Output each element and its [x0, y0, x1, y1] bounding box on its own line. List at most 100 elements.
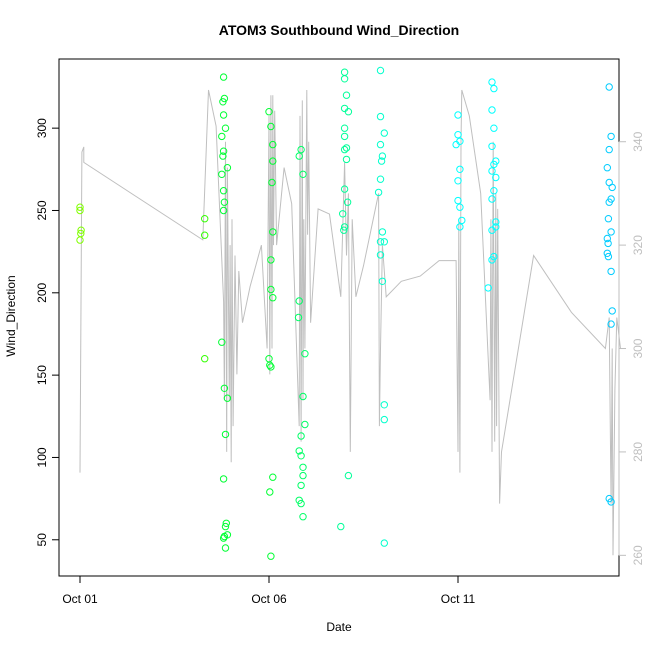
- data-point: [456, 223, 464, 231]
- data-point: [267, 285, 275, 294]
- data-point: [604, 215, 613, 223]
- data-point: [490, 124, 498, 132]
- data-point: [484, 284, 492, 292]
- data-point: [344, 471, 353, 480]
- data-point: [604, 239, 612, 248]
- data-point: [605, 198, 613, 206]
- data-point: [378, 152, 387, 160]
- data-point: [219, 111, 228, 119]
- data-point: [218, 170, 226, 179]
- data-point: [603, 249, 611, 258]
- data-point: [376, 112, 385, 121]
- data-point: [297, 481, 305, 490]
- data-point: [604, 252, 613, 261]
- data-point: [458, 216, 466, 225]
- y2-tick-label: 260: [631, 545, 645, 565]
- data-point: [299, 170, 307, 179]
- data-point: [297, 499, 305, 508]
- y2-tick-label: 340: [631, 131, 645, 151]
- data-point: [299, 392, 307, 401]
- data-point: [376, 140, 385, 149]
- data-point: [219, 187, 228, 195]
- data-point: [295, 297, 303, 305]
- data-point: [490, 160, 498, 169]
- chart-title: ATOM3 Southbound Wind_Direction: [219, 22, 459, 38]
- y-tick-label: 300: [35, 118, 49, 138]
- y-axis-label: Wind_Direction: [4, 275, 18, 356]
- x-tick-label: Oct 01: [62, 592, 98, 606]
- data-point: [265, 355, 273, 363]
- data-point: [219, 206, 228, 215]
- data-point: [456, 165, 464, 174]
- data-point: [376, 175, 385, 183]
- x-axis-label: Date: [326, 620, 352, 634]
- data-point: [607, 320, 615, 328]
- data-point: [221, 430, 230, 439]
- data-point: [342, 144, 351, 152]
- y-tick-label: 50: [35, 533, 49, 547]
- data-point: [490, 84, 498, 93]
- data-point: [267, 363, 275, 371]
- data-point: [456, 203, 464, 211]
- data-point: [488, 167, 496, 175]
- data-point: [219, 152, 227, 160]
- data-point: [301, 350, 309, 358]
- data-point: [76, 203, 84, 211]
- data-point: [376, 238, 385, 246]
- secondary-series-line: [79, 89, 621, 556]
- data-point: [492, 218, 500, 226]
- y2-tick-label: 280: [631, 442, 645, 462]
- data-point: [376, 66, 385, 75]
- data-point: [603, 234, 611, 243]
- data-point: [221, 124, 230, 132]
- data-point: [490, 187, 498, 195]
- data-point: [380, 238, 388, 246]
- points-layer: [76, 66, 616, 560]
- data-point: [380, 401, 388, 409]
- y-tick-label: 150: [35, 365, 49, 385]
- data-point: [454, 131, 462, 139]
- data-point: [295, 447, 303, 455]
- data-point: [201, 215, 209, 223]
- data-point: [265, 108, 273, 116]
- data-point: [220, 198, 229, 206]
- data-point: [488, 195, 496, 203]
- y-tick-label: 250: [35, 200, 49, 220]
- data-point: [269, 140, 277, 149]
- data-point: [220, 384, 229, 392]
- data-point: [299, 471, 307, 480]
- data-point: [267, 256, 275, 264]
- data-point: [299, 463, 307, 471]
- data-point: [374, 188, 383, 197]
- data-point: [219, 475, 228, 483]
- axes-layer: 50 100 150 200 250 300 Oct 01 Oct 06 Oct 11 260 28…: [35, 118, 645, 606]
- data-point: [219, 534, 228, 542]
- data-point: [605, 83, 613, 91]
- data-point: [376, 251, 385, 259]
- data-point: [340, 124, 349, 132]
- data-point: [342, 155, 351, 164]
- data-point: [222, 519, 231, 527]
- data-point: [267, 122, 275, 131]
- data-point: [492, 173, 500, 182]
- data-point: [380, 415, 388, 424]
- data-point: [603, 164, 611, 172]
- data-point: [223, 164, 232, 172]
- data-point: [221, 522, 230, 531]
- data-point: [488, 78, 496, 86]
- y-tick-label: 200: [35, 282, 49, 302]
- data-point: [219, 98, 227, 106]
- data-point: [607, 228, 615, 236]
- data-point: [340, 75, 349, 83]
- data-point: [269, 294, 277, 302]
- data-point: [221, 544, 230, 552]
- y2-tick-label: 320: [631, 235, 645, 255]
- data-point: [297, 145, 305, 154]
- data-point: [340, 226, 348, 234]
- data-point: [607, 498, 615, 506]
- data-point: [301, 420, 309, 429]
- data-point: [220, 94, 229, 103]
- data-point: [218, 338, 226, 346]
- data-point: [76, 206, 84, 215]
